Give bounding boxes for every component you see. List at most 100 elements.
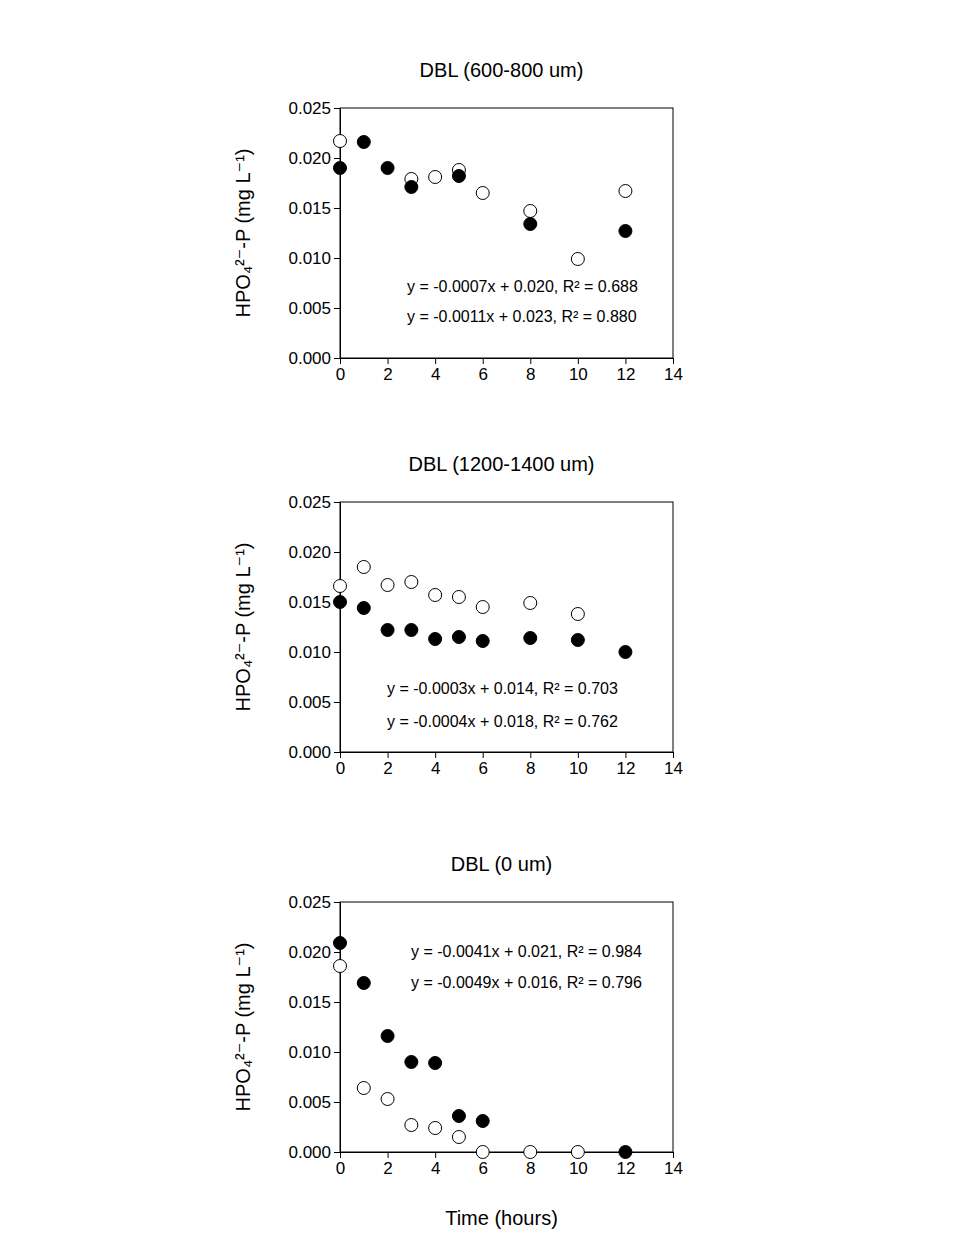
y-tick: 0.020 bbox=[288, 943, 340, 962]
x-tick-mark bbox=[340, 752, 341, 758]
y-tick: 0.015 bbox=[288, 593, 340, 612]
y-tick: 0.005 bbox=[288, 693, 340, 712]
x-tick-label: 6 bbox=[478, 365, 487, 384]
y-tick-mark bbox=[334, 1002, 340, 1003]
x-tick: 8 bbox=[526, 358, 535, 384]
point bbox=[452, 1131, 465, 1144]
x-tick-mark bbox=[578, 752, 579, 758]
x-tick-mark bbox=[435, 1152, 436, 1158]
x-tick: 2 bbox=[383, 752, 392, 778]
x-tick-label: 12 bbox=[616, 365, 635, 384]
point bbox=[357, 1082, 370, 1095]
point bbox=[619, 185, 632, 198]
point bbox=[334, 162, 347, 175]
y-tick: 0.020 bbox=[288, 543, 340, 562]
x-tick: 10 bbox=[569, 358, 588, 384]
point bbox=[571, 608, 584, 621]
y-axis: 0.0000.0050.0100.0150.0200.025 bbox=[288, 893, 340, 1162]
point bbox=[429, 633, 442, 646]
y-tick: 0.020 bbox=[288, 149, 340, 168]
series bbox=[334, 135, 632, 266]
x-tick-label: 14 bbox=[664, 759, 683, 778]
point bbox=[524, 632, 537, 645]
x-axis: 02468101214 bbox=[336, 752, 683, 778]
x-axis-title: Time (hours) bbox=[445, 1207, 558, 1229]
annotation: y = -0.0011x + 0.023, R² = 0.880 bbox=[407, 308, 637, 325]
point bbox=[405, 181, 418, 194]
marks bbox=[334, 937, 632, 1159]
x-tick-label: 8 bbox=[526, 365, 535, 384]
x-tick-mark bbox=[625, 752, 626, 758]
plot-frame bbox=[340, 502, 673, 752]
y-tick-label: 0.005 bbox=[288, 693, 331, 712]
x-tick: 14 bbox=[664, 358, 683, 384]
point bbox=[476, 187, 489, 200]
series bbox=[334, 596, 632, 659]
x-tick-label: 6 bbox=[478, 1159, 487, 1178]
y-tick-label: 0.010 bbox=[288, 1043, 331, 1062]
y-tick-label: 0.020 bbox=[288, 149, 331, 168]
x-tick: 6 bbox=[478, 752, 487, 778]
y-tick-mark bbox=[334, 258, 340, 259]
point bbox=[452, 1110, 465, 1123]
x-tick-label: 0 bbox=[336, 365, 345, 384]
x-axis: 0 2 4 6 8 10 12 14 bbox=[336, 358, 683, 384]
x-tick-label: 2 bbox=[383, 759, 392, 778]
y-tick: 0.025 bbox=[288, 99, 340, 118]
chart: 0.0000.0050.0100.0150.0200.0250246810121… bbox=[232, 453, 683, 778]
x-tick-label: 10 bbox=[569, 759, 588, 778]
x-tick: 4 bbox=[431, 358, 440, 384]
y-tick-label: 0.000 bbox=[288, 743, 331, 762]
x-tick-label: 10 bbox=[569, 365, 588, 384]
x-tick-label: 14 bbox=[664, 1159, 683, 1178]
y-tick-label: 0.005 bbox=[288, 299, 331, 318]
chart-title: DBL (0 um) bbox=[451, 853, 553, 875]
y-tick-mark bbox=[334, 158, 340, 159]
x-tick: 10 bbox=[569, 752, 588, 778]
x-tick: 14 bbox=[664, 1152, 683, 1178]
y-axis-title: HPO₄²⁻-P (mg L⁻¹) bbox=[232, 149, 254, 318]
chart-title: DBL (600-800 um) bbox=[420, 59, 584, 81]
y-tick-mark bbox=[334, 902, 340, 903]
point bbox=[524, 597, 537, 610]
y-tick-label: 0.015 bbox=[288, 199, 331, 218]
point bbox=[476, 1115, 489, 1128]
plot-frame bbox=[340, 108, 673, 358]
marks bbox=[334, 561, 632, 659]
y-tick: 0.010 bbox=[288, 643, 340, 662]
point bbox=[429, 1122, 442, 1135]
x-tick-mark bbox=[435, 358, 436, 364]
x-tick-mark bbox=[435, 752, 436, 758]
y-tick: 0.000 bbox=[288, 349, 340, 368]
x-tick-mark bbox=[483, 752, 484, 758]
x-tick: 2 bbox=[383, 358, 392, 384]
y-tick-mark bbox=[334, 952, 340, 953]
y-tick: 0.000 bbox=[288, 1143, 340, 1162]
point bbox=[429, 171, 442, 184]
point bbox=[619, 225, 632, 238]
point bbox=[571, 634, 584, 647]
point bbox=[429, 589, 442, 602]
series bbox=[334, 136, 632, 238]
y-tick: 0.000 bbox=[288, 743, 340, 762]
point bbox=[381, 1093, 394, 1106]
point bbox=[524, 205, 537, 218]
x-tick: 12 bbox=[616, 752, 635, 778]
point bbox=[476, 1146, 489, 1159]
x-tick-mark bbox=[673, 358, 674, 364]
point bbox=[405, 1056, 418, 1069]
y-tick: 0.005 bbox=[288, 1093, 340, 1112]
figure: 0.000 0.005 0.010 0.015 0.020 0.025 0 2 4 6 8 10 12 1… bbox=[0, 0, 953, 1250]
x-tick-mark bbox=[388, 752, 389, 758]
annotation: y = -0.0041x + 0.021, R² = 0.984 bbox=[411, 943, 642, 960]
x-tick-label: 6 bbox=[478, 759, 487, 778]
x-tick: 6 bbox=[478, 358, 487, 384]
y-tick-label: 0.025 bbox=[288, 893, 331, 912]
x-tick: 8 bbox=[526, 752, 535, 778]
point bbox=[381, 624, 394, 637]
point bbox=[381, 579, 394, 592]
point bbox=[357, 561, 370, 574]
x-tick-mark bbox=[340, 358, 341, 364]
x-tick: 4 bbox=[431, 752, 440, 778]
point bbox=[334, 937, 347, 950]
